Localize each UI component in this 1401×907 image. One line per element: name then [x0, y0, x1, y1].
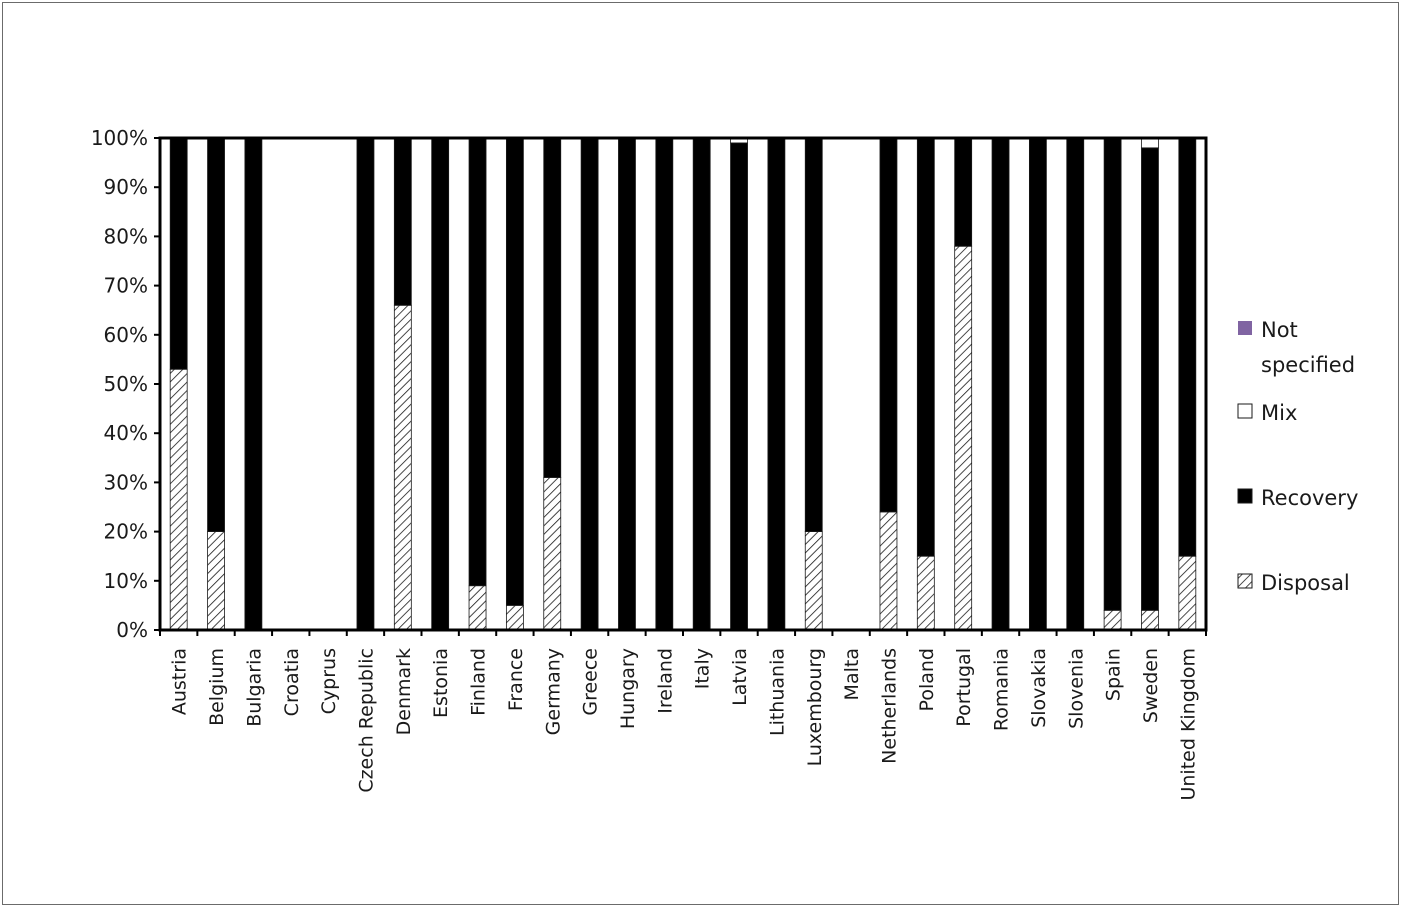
y-tick-label: 90% — [104, 175, 148, 199]
bar-romania-recovery — [991, 137, 1010, 631]
x-label-hungary: Hungary — [617, 648, 639, 729]
x-label-denmark: Denmark — [393, 648, 415, 735]
bar-france-disposal — [505, 605, 524, 631]
legend-label-not-specified: Not — [1261, 318, 1298, 342]
bar-greece-recovery — [580, 137, 599, 631]
x-label-austria: Austria — [169, 648, 191, 715]
x-label-portugal: Portugal — [953, 648, 975, 727]
bar-united-kingdom-disposal — [1178, 555, 1197, 631]
bar-netherlands-disposal — [879, 511, 898, 631]
x-label-ireland: Ireland — [654, 648, 676, 714]
x-label-sweden: Sweden — [1140, 648, 1162, 723]
x-label-finland: Finland — [468, 648, 490, 716]
plot-area-border — [158, 136, 1208, 632]
x-label-romania: Romania — [991, 648, 1013, 731]
bar-ireland-recovery — [655, 137, 674, 631]
x-label-malta: Malta — [841, 648, 863, 700]
bar-belgium-recovery — [207, 137, 225, 533]
bar-bulgaria-recovery — [244, 137, 263, 631]
y-tick-label: 80% — [104, 224, 148, 248]
x-label-czech-republic: Czech Republic — [355, 648, 377, 793]
bar-finland-disposal — [468, 585, 487, 631]
bar-portugal-recovery — [954, 137, 973, 247]
x-label-croatia: Croatia — [281, 648, 303, 716]
bar-denmark-recovery — [393, 137, 412, 306]
legend-label-recovery: Recovery — [1261, 486, 1358, 510]
x-category-labels: Austria Belgium Bulgaria Croatia Cyprus Czech… — [169, 648, 1200, 801]
legend-label-disposal: Disposal — [1261, 571, 1350, 595]
x-label-belgium: Belgium — [206, 648, 228, 726]
bar-lithuania-recovery — [767, 137, 786, 631]
bar-france-recovery — [505, 137, 524, 606]
bar-netherlands-recovery — [879, 137, 898, 513]
x-label-poland: Poland — [916, 648, 938, 711]
y-tick-label: 60% — [104, 323, 148, 347]
bars-layer — [169, 137, 1197, 631]
legend-label-mix: Mix — [1261, 401, 1297, 425]
x-label-slovenia: Slovenia — [1065, 648, 1087, 729]
bar-spain-disposal — [1103, 609, 1122, 631]
legend-swatch-not-specified — [1238, 321, 1252, 335]
bar-germany-recovery — [543, 137, 562, 478]
bar-czech-republic-recovery — [356, 137, 375, 631]
legend-swatch-disposal — [1237, 573, 1253, 589]
bar-spain-recovery — [1103, 137, 1122, 611]
x-label-bulgaria: Bulgaria — [243, 648, 265, 727]
x-label-netherlands: Netherlands — [878, 648, 900, 764]
bar-sweden-recovery — [1141, 147, 1159, 611]
legend-swatch-recovery — [1237, 488, 1253, 504]
bar-finland-recovery — [468, 137, 487, 587]
bar-germany-disposal — [543, 477, 562, 631]
x-label-slovakia: Slovakia — [1028, 648, 1050, 728]
x-label-luxembourg: Luxembourg — [804, 648, 826, 766]
legend: Not specified Mix Recovery Disposal — [1237, 318, 1358, 595]
y-tick-label: 100% — [91, 126, 148, 150]
x-label-germany: Germany — [542, 648, 564, 735]
y-tick-label: 70% — [104, 274, 148, 298]
bar-estonia-recovery — [431, 137, 450, 631]
x-label-estonia: Estonia — [430, 648, 452, 718]
x-label-france: France — [505, 648, 527, 711]
axes-layer — [154, 136, 1208, 636]
x-label-cyprus: Cyprus — [318, 648, 340, 714]
y-tick-label: 0% — [116, 618, 148, 642]
bar-sweden-disposal — [1141, 609, 1159, 631]
legend-swatch-mix — [1237, 403, 1253, 419]
y-tick-labels: 0% 10% 20% 30% 40% 50% 60% 70% 80% 90% 100% — [91, 126, 148, 642]
x-label-spain: Spain — [1103, 648, 1125, 701]
bar-austria-recovery — [169, 137, 188, 370]
bar-luxembourg-recovery — [804, 137, 823, 533]
legend-label-not-specified: specified — [1261, 353, 1355, 377]
y-tick-label: 10% — [104, 569, 148, 593]
bar-italy-recovery — [692, 137, 711, 631]
bar-luxembourg-disposal — [804, 531, 823, 631]
bar-belgium-disposal — [207, 531, 225, 631]
y-tick-label: 40% — [104, 421, 148, 445]
bar-slovakia-recovery — [1028, 137, 1047, 631]
bar-slovenia-recovery — [1066, 137, 1085, 631]
y-tick-label: 30% — [104, 470, 148, 494]
bar-latvia-recovery — [730, 142, 748, 631]
bar-poland-recovery — [916, 137, 935, 557]
bar-austria-disposal — [169, 368, 188, 631]
bar-united-kingdom-recovery — [1178, 137, 1197, 557]
x-label-greece: Greece — [580, 648, 602, 716]
bar-hungary-recovery — [618, 137, 636, 631]
x-label-italy: Italy — [692, 648, 714, 689]
x-label-lithuania: Lithuania — [766, 648, 788, 736]
bar-portugal-disposal — [954, 245, 973, 631]
y-tick-label: 50% — [104, 372, 148, 396]
y-tick-label: 20% — [104, 520, 148, 544]
bar-denmark-disposal — [393, 304, 412, 631]
x-label-united-kingdom: United Kingdom — [1177, 648, 1199, 801]
bar-poland-disposal — [916, 555, 935, 631]
x-label-latvia: Latvia — [729, 648, 751, 706]
